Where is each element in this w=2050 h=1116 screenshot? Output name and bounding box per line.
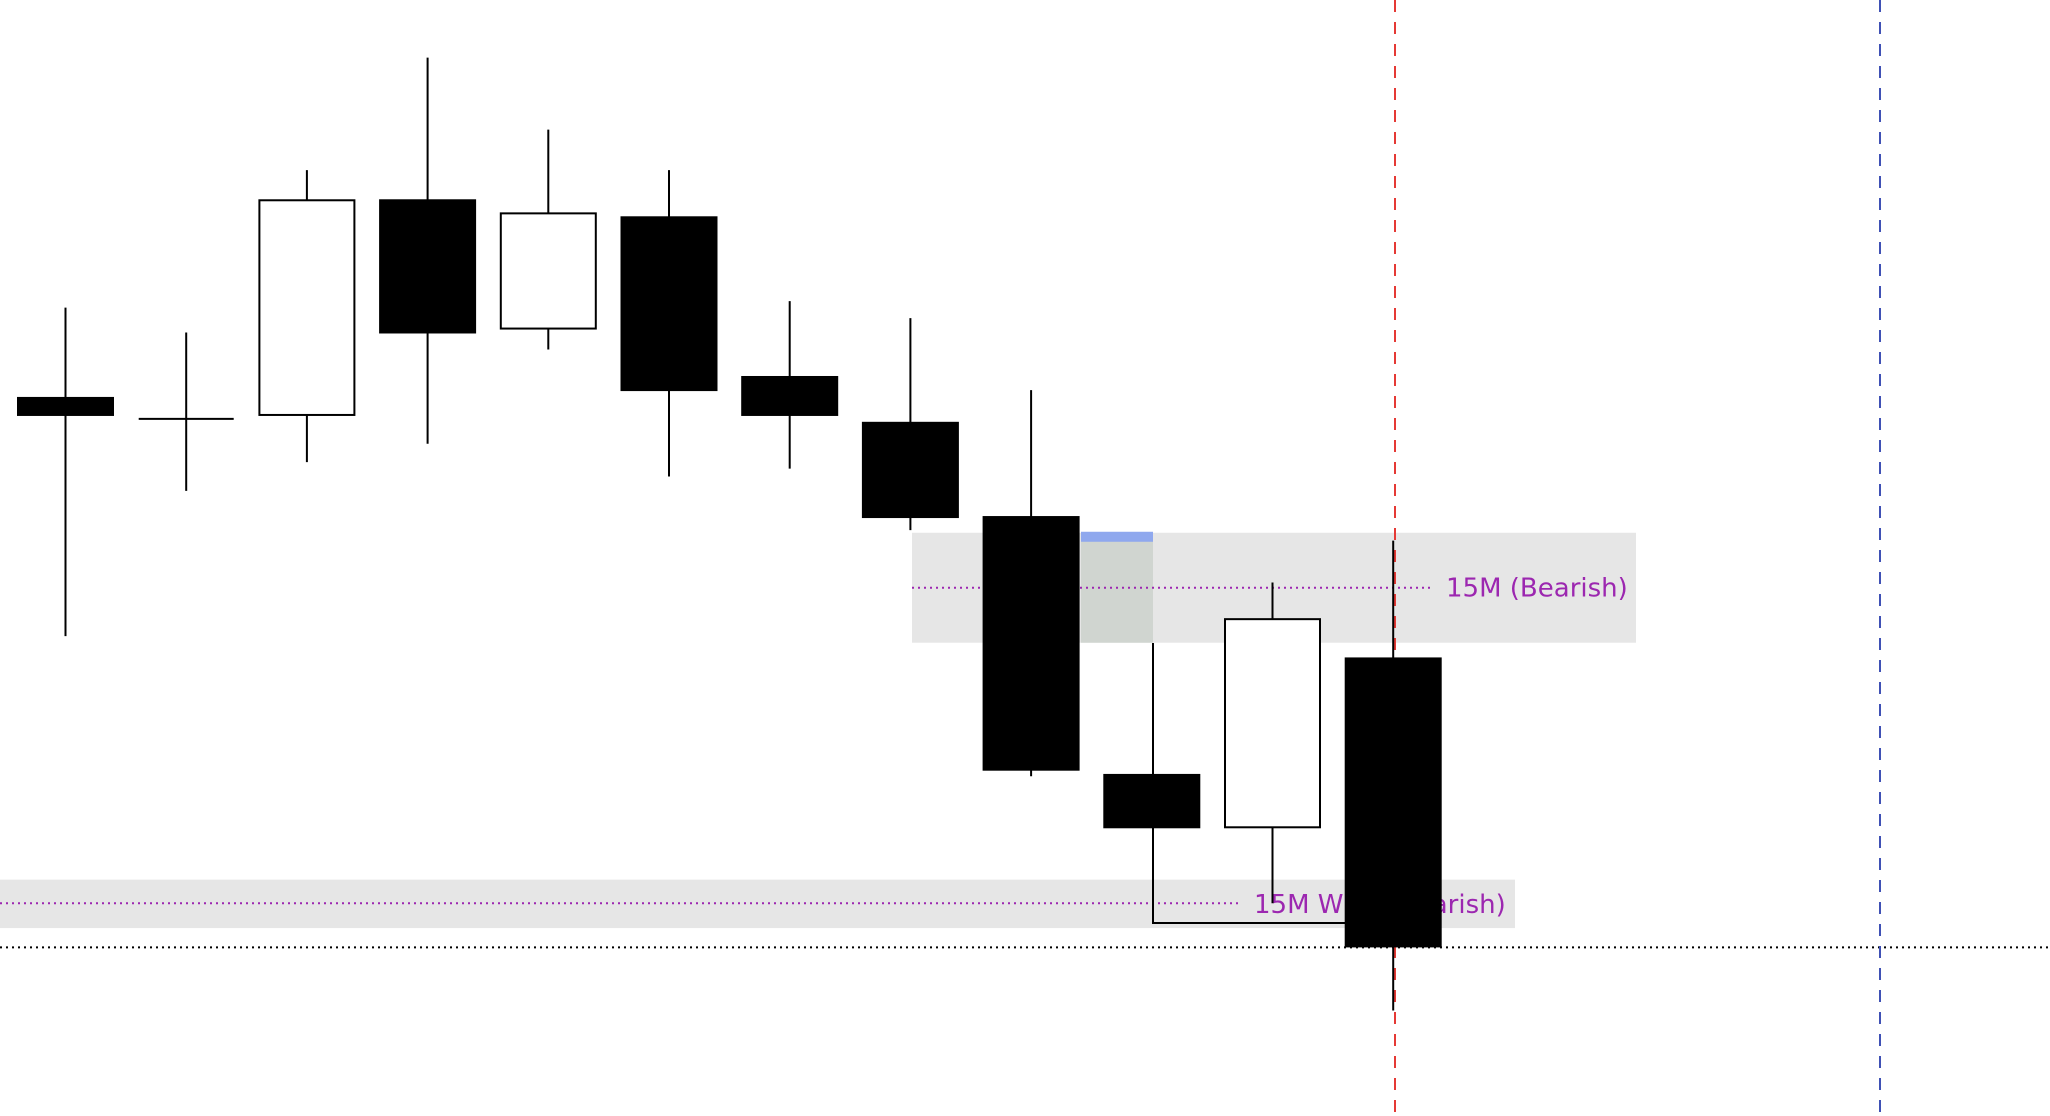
highlight-box-top (1081, 531, 1153, 542)
candle-body (982, 516, 1080, 771)
candle-body (499, 212, 597, 330)
zone-label: 15M (Bearish) (1446, 574, 1628, 604)
candle-body (379, 199, 477, 334)
candle-body (620, 216, 718, 392)
candle (1103, 773, 1201, 829)
candle-body (861, 421, 959, 519)
candle (138, 332, 234, 491)
candle (379, 57, 477, 444)
candle (17, 307, 114, 637)
candle-body (258, 199, 356, 416)
candle (620, 170, 718, 477)
candle (861, 318, 959, 531)
candle (499, 129, 597, 350)
candle-body (1224, 618, 1321, 829)
candle (741, 301, 839, 469)
candle (258, 170, 356, 463)
candle (1224, 582, 1321, 904)
connector-line (1152, 643, 1348, 924)
candle-body (741, 375, 839, 416)
candle (1344, 540, 1442, 1011)
candle-body (1344, 657, 1442, 948)
candle (982, 390, 1080, 777)
candle-body (17, 396, 114, 416)
candle-body (1103, 773, 1201, 829)
